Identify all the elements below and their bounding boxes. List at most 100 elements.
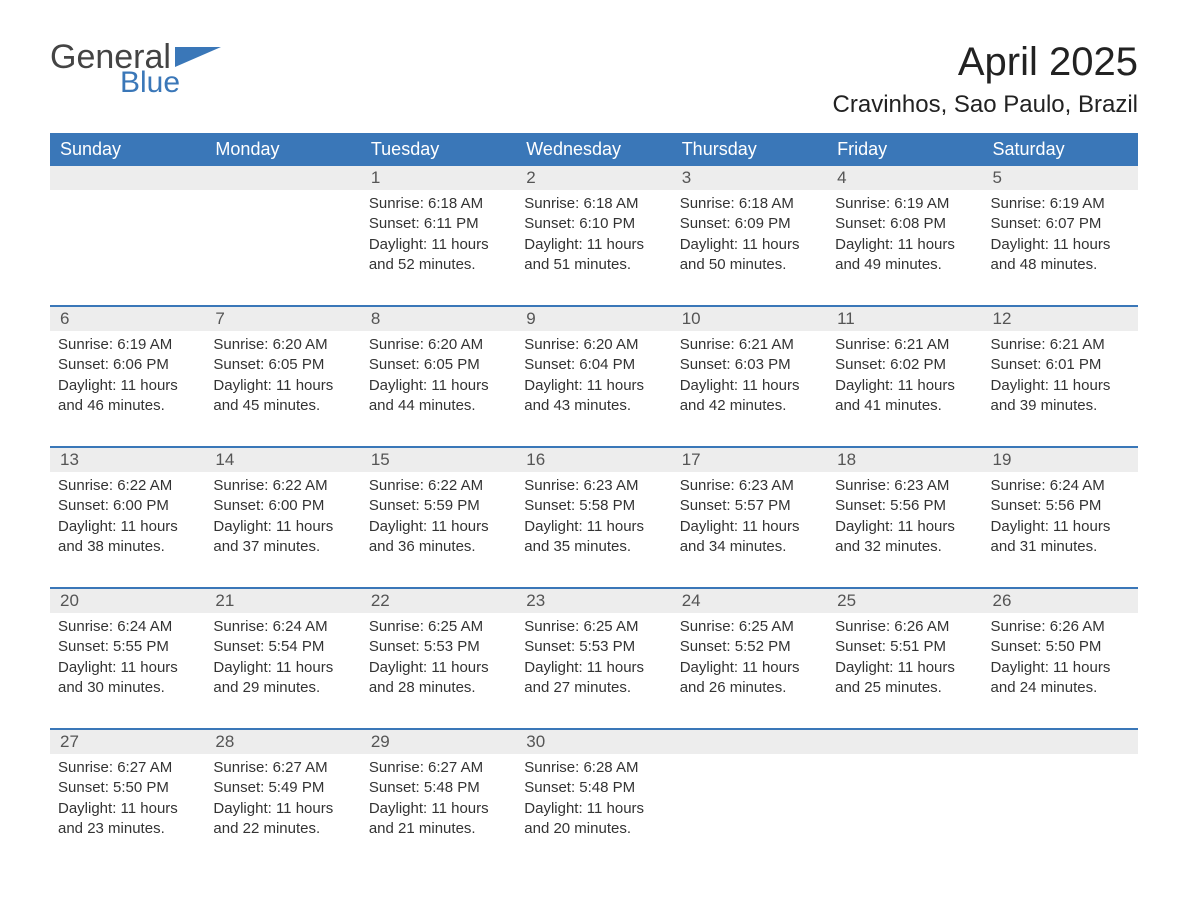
sunrise-text: Sunrise: 6:19 AM	[991, 194, 1130, 214]
dl2-text: and 30 minutes.	[58, 678, 197, 698]
dl2-text: and 36 minutes.	[369, 537, 508, 557]
sunset-text: Sunset: 6:09 PM	[680, 214, 819, 234]
day-number-cell: 23	[516, 588, 671, 613]
day-number-cell: 25	[827, 588, 982, 613]
sunrise-text: Sunrise: 6:20 AM	[213, 335, 352, 355]
sunrise-text: Sunrise: 6:22 AM	[213, 476, 352, 496]
location-subtitle: Cravinhos, Sao Paulo, Brazil	[833, 91, 1138, 119]
dl1-text: Daylight: 11 hours	[524, 376, 663, 396]
sunrise-text: Sunrise: 6:23 AM	[524, 476, 663, 496]
dl1-text: Daylight: 11 hours	[524, 658, 663, 678]
dl2-text: and 39 minutes.	[991, 396, 1130, 416]
day-details-cell: Sunrise: 6:19 AMSunset: 6:07 PMDaylight:…	[983, 190, 1138, 306]
sunrise-text: Sunrise: 6:24 AM	[991, 476, 1130, 496]
dl1-text: Daylight: 11 hours	[680, 235, 819, 255]
sunrise-text: Sunrise: 6:23 AM	[835, 476, 974, 496]
day-header: Wednesday	[516, 133, 671, 166]
flag-icon	[175, 43, 221, 71]
sunrise-text: Sunrise: 6:24 AM	[213, 617, 352, 637]
day-details-cell: Sunrise: 6:21 AMSunset: 6:01 PMDaylight:…	[983, 331, 1138, 447]
logo: General Blue	[50, 40, 221, 98]
day-number-cell: 14	[205, 447, 360, 472]
day-header: Friday	[827, 133, 982, 166]
sunset-text: Sunset: 5:48 PM	[524, 778, 663, 798]
sunrise-text: Sunrise: 6:20 AM	[369, 335, 508, 355]
dl1-text: Daylight: 11 hours	[369, 799, 508, 819]
dl1-text: Daylight: 11 hours	[213, 517, 352, 537]
day-details-cell: Sunrise: 6:26 AMSunset: 5:50 PMDaylight:…	[983, 613, 1138, 729]
dl2-text: and 41 minutes.	[835, 396, 974, 416]
sunrise-text: Sunrise: 6:21 AM	[991, 335, 1130, 355]
page-title: April 2025	[833, 40, 1138, 85]
sunrise-text: Sunrise: 6:21 AM	[835, 335, 974, 355]
day-details-cell: Sunrise: 6:24 AMSunset: 5:56 PMDaylight:…	[983, 472, 1138, 588]
sunset-text: Sunset: 5:51 PM	[835, 637, 974, 657]
sunset-text: Sunset: 6:11 PM	[369, 214, 508, 234]
sunset-text: Sunset: 6:04 PM	[524, 355, 663, 375]
day-header: Sunday	[50, 133, 205, 166]
sunrise-text: Sunrise: 6:27 AM	[369, 758, 508, 778]
header: General Blue April 2025 Cravinhos, Sao P…	[50, 40, 1138, 119]
day-number-cell	[983, 729, 1138, 754]
sunset-text: Sunset: 6:00 PM	[213, 496, 352, 516]
dl1-text: Daylight: 11 hours	[369, 658, 508, 678]
day-header: Saturday	[983, 133, 1138, 166]
day-number-cell: 1	[361, 166, 516, 190]
day-details-cell: Sunrise: 6:18 AMSunset: 6:10 PMDaylight:…	[516, 190, 671, 306]
day-details-row: Sunrise: 6:19 AMSunset: 6:06 PMDaylight:…	[50, 331, 1138, 447]
logo-blue-text: Blue	[120, 68, 221, 98]
dl1-text: Daylight: 11 hours	[58, 799, 197, 819]
day-details-row: Sunrise: 6:18 AMSunset: 6:11 PMDaylight:…	[50, 190, 1138, 306]
sunrise-text: Sunrise: 6:25 AM	[524, 617, 663, 637]
day-details-cell	[983, 754, 1138, 869]
day-number-cell: 8	[361, 306, 516, 331]
day-details-cell: Sunrise: 6:23 AMSunset: 5:57 PMDaylight:…	[672, 472, 827, 588]
day-details-cell: Sunrise: 6:25 AMSunset: 5:53 PMDaylight:…	[361, 613, 516, 729]
dl2-text: and 25 minutes.	[835, 678, 974, 698]
day-details-cell: Sunrise: 6:20 AMSunset: 6:05 PMDaylight:…	[361, 331, 516, 447]
day-details-cell: Sunrise: 6:25 AMSunset: 5:52 PMDaylight:…	[672, 613, 827, 729]
sunrise-text: Sunrise: 6:24 AM	[58, 617, 197, 637]
dl2-text: and 29 minutes.	[213, 678, 352, 698]
day-number-cell: 15	[361, 447, 516, 472]
dl1-text: Daylight: 11 hours	[524, 517, 663, 537]
day-number-cell: 10	[672, 306, 827, 331]
sunset-text: Sunset: 6:03 PM	[680, 355, 819, 375]
dl2-text: and 32 minutes.	[835, 537, 974, 557]
day-header: Monday	[205, 133, 360, 166]
sunset-text: Sunset: 5:59 PM	[369, 496, 508, 516]
dl1-text: Daylight: 11 hours	[835, 376, 974, 396]
dl1-text: Daylight: 11 hours	[835, 658, 974, 678]
dl2-text: and 48 minutes.	[991, 255, 1130, 275]
day-number-cell	[827, 729, 982, 754]
dl1-text: Daylight: 11 hours	[524, 799, 663, 819]
day-number-row: 20212223242526	[50, 588, 1138, 613]
dl2-text: and 24 minutes.	[991, 678, 1130, 698]
day-details-cell: Sunrise: 6:27 AMSunset: 5:49 PMDaylight:…	[205, 754, 360, 869]
dl1-text: Daylight: 11 hours	[213, 799, 352, 819]
sunset-text: Sunset: 5:50 PM	[58, 778, 197, 798]
day-details-cell	[672, 754, 827, 869]
day-number-cell: 9	[516, 306, 671, 331]
dl2-text: and 45 minutes.	[213, 396, 352, 416]
dl1-text: Daylight: 11 hours	[835, 517, 974, 537]
sunrise-text: Sunrise: 6:18 AM	[524, 194, 663, 214]
sunset-text: Sunset: 5:56 PM	[991, 496, 1130, 516]
sunrise-text: Sunrise: 6:18 AM	[680, 194, 819, 214]
sunset-text: Sunset: 5:50 PM	[991, 637, 1130, 657]
dl2-text: and 51 minutes.	[524, 255, 663, 275]
dl2-text: and 50 minutes.	[680, 255, 819, 275]
day-number-cell: 24	[672, 588, 827, 613]
day-details-cell	[205, 190, 360, 306]
day-header: Tuesday	[361, 133, 516, 166]
sunset-text: Sunset: 6:08 PM	[835, 214, 974, 234]
day-number-cell: 26	[983, 588, 1138, 613]
dl2-text: and 28 minutes.	[369, 678, 508, 698]
dl1-text: Daylight: 11 hours	[524, 235, 663, 255]
dl2-text: and 21 minutes.	[369, 819, 508, 839]
dl1-text: Daylight: 11 hours	[369, 235, 508, 255]
sunrise-text: Sunrise: 6:25 AM	[369, 617, 508, 637]
day-number-cell: 3	[672, 166, 827, 190]
dl1-text: Daylight: 11 hours	[680, 658, 819, 678]
sunrise-text: Sunrise: 6:27 AM	[58, 758, 197, 778]
